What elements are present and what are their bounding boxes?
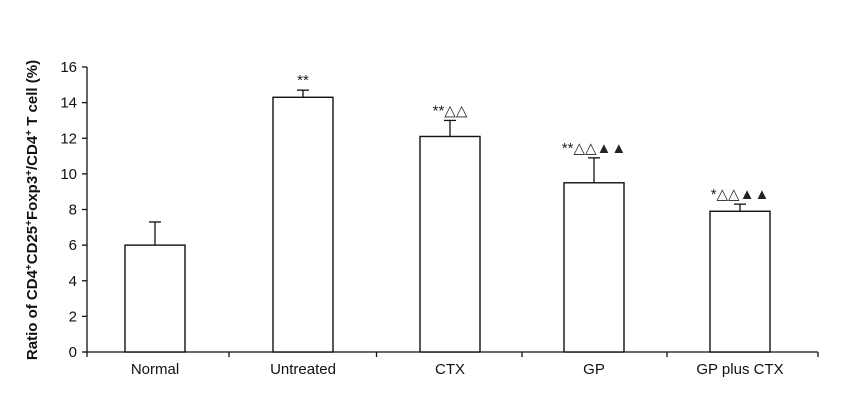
bar-gp-plus-ctx <box>709 210 771 353</box>
labels: 0 2 4 6 8 10 12 14 16 Normal ** Untreated **△△ CTX **△… <box>60 59 783 378</box>
significance-annotation: ** <box>297 72 309 89</box>
x-category-label: GP plus CTX <box>696 361 783 378</box>
bar-untreated <box>272 96 334 353</box>
bar-ctx <box>419 135 481 353</box>
y-tick-label: 12 <box>60 130 77 147</box>
y-tick-label: 16 <box>60 59 77 76</box>
x-category-label: Normal <box>131 361 179 378</box>
y-tick-label: 0 <box>69 344 77 361</box>
significance-annotation: **△△ <box>433 102 468 119</box>
y-tick-label: 6 <box>69 237 77 254</box>
y-tick-label: 8 <box>69 202 77 219</box>
bars <box>124 89 771 353</box>
y-tick-label: 2 <box>69 308 77 325</box>
y-axis-label: Ratio of CD4+CD25+Foxp3+/CD4+ T cell (%) <box>24 60 41 360</box>
y-tick-label: 10 <box>60 166 77 183</box>
y-tick-label: 14 <box>60 95 77 112</box>
significance-annotation: *△△▲▲ <box>711 186 770 203</box>
x-category-label: GP <box>583 361 605 378</box>
significance-annotation: **△△▲▲ <box>562 140 626 157</box>
y-tick-label: 4 <box>69 273 77 290</box>
x-category-label: CTX <box>435 361 465 378</box>
bar-normal <box>124 244 186 353</box>
bar-gp <box>563 182 625 353</box>
x-category-label: Untreated <box>270 361 336 378</box>
